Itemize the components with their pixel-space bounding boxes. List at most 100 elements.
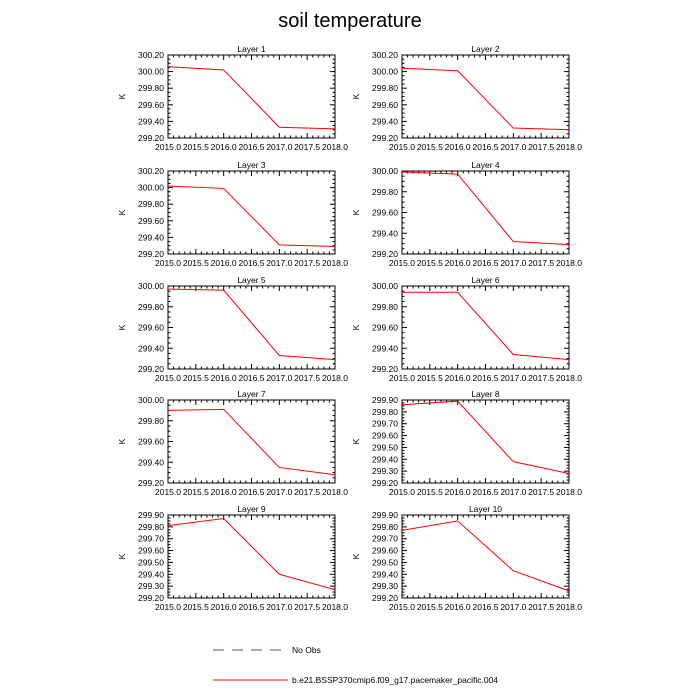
y-tick-label: 299.40 [372, 569, 398, 579]
y-tick-label: 299.60 [372, 208, 398, 218]
y-tick-label: 299.70 [372, 419, 398, 429]
x-tick-label: 2016.0 [445, 258, 471, 268]
x-tick-label: 2017.5 [294, 373, 320, 383]
x-tick-label: 2017.0 [266, 373, 292, 383]
x-tick-label: 2016.5 [473, 373, 499, 383]
x-tick-label: 2017.5 [528, 602, 554, 612]
y-tick-label: 299.60 [372, 546, 398, 556]
y-tick-label: 300.20 [372, 50, 398, 60]
y-tick-label: 299.40 [138, 457, 164, 467]
x-tick-label: 2016.0 [445, 487, 471, 497]
plot-frame [167, 285, 336, 370]
series-line [401, 67, 570, 131]
x-tick-label: 2015.0 [155, 373, 181, 383]
plot-frame [401, 399, 570, 484]
y-tick-label: 299.80 [138, 416, 164, 426]
y-tick-label: 299.60 [372, 323, 398, 333]
series-line [167, 66, 336, 130]
x-tick-label: 2018.0 [322, 373, 348, 383]
plot-frame [167, 399, 336, 484]
y-tick-label: 300.00 [138, 183, 164, 193]
x-tick-label: 2016.5 [239, 487, 265, 497]
x-tick-label: 2018.0 [556, 373, 582, 383]
x-tick-label: 2017.5 [294, 487, 320, 497]
y-tick-label: 300.00 [138, 395, 164, 405]
series-line [167, 288, 336, 361]
x-tick-label: 2015.0 [155, 487, 181, 497]
x-tick-label: 2016.5 [239, 142, 265, 152]
y-tick-label: 300.00 [372, 281, 398, 291]
x-tick-label: 2016.0 [445, 602, 471, 612]
y-tick-label: 300.00 [138, 67, 164, 77]
y-tick-label: 299.80 [372, 83, 398, 93]
y-axis-label: K [117, 324, 127, 330]
y-tick-label: 299.60 [372, 100, 398, 110]
x-tick-label: 2016.5 [239, 373, 265, 383]
panel-title: Layer 7 [237, 389, 266, 399]
panel-title: Layer 2 [471, 44, 500, 54]
y-tick-label: 299.60 [138, 323, 164, 333]
x-tick-label: 2015.5 [417, 373, 443, 383]
y-tick-label: 299.80 [372, 407, 398, 417]
x-tick-label: 2015.5 [183, 487, 209, 497]
x-tick-label: 2015.0 [155, 602, 181, 612]
y-tick-label: 299.80 [138, 199, 164, 209]
y-tick-label: 299.20 [372, 364, 398, 374]
y-tick-label: 299.30 [372, 466, 398, 476]
x-tick-label: 2016.0 [211, 142, 237, 152]
x-tick-label: 2017.5 [294, 142, 320, 152]
y-tick-label: 299.50 [138, 557, 164, 567]
x-tick-label: 2017.5 [528, 373, 554, 383]
x-tick-label: 2015.5 [183, 602, 209, 612]
x-tick-label: 2017.0 [500, 487, 526, 497]
x-tick-label: 2017.5 [528, 258, 554, 268]
y-tick-label: 299.20 [138, 133, 164, 143]
x-tick-label: 2016.0 [211, 373, 237, 383]
x-tick-label: 2017.0 [266, 487, 292, 497]
x-tick-label: 2016.5 [473, 602, 499, 612]
y-tick-label: 299.30 [372, 581, 398, 591]
x-tick-label: 2018.0 [322, 602, 348, 612]
x-tick-label: 2016.0 [211, 487, 237, 497]
y-tick-label: 300.00 [372, 166, 398, 176]
y-axis-label: K [117, 209, 127, 215]
x-tick-label: 2015.0 [389, 487, 415, 497]
y-tick-label: 299.20 [138, 478, 164, 488]
y-tick-label: 299.80 [138, 83, 164, 93]
y-tick-label: 299.40 [138, 232, 164, 242]
y-tick-label: 299.20 [138, 593, 164, 603]
y-axis-label: K [351, 324, 361, 330]
series-line [402, 291, 570, 361]
x-tick-label: 2015.0 [155, 142, 181, 152]
y-tick-label: 299.20 [372, 133, 398, 143]
x-tick-label: 2015.5 [417, 258, 443, 268]
y-axis-label: K [117, 553, 127, 559]
y-tick-label: 300.00 [138, 281, 164, 291]
panel-title: Layer 3 [237, 160, 266, 170]
x-tick-label: 2016.0 [445, 373, 471, 383]
x-tick-label: 2016.0 [211, 258, 237, 268]
y-tick-label: 299.20 [138, 364, 164, 374]
series-line [401, 520, 570, 592]
y-tick-label: 300.00 [372, 67, 398, 77]
panel-title: Layer 1 [237, 44, 266, 54]
y-tick-label: 299.40 [372, 454, 398, 464]
y-axis-label: K [117, 438, 127, 444]
y-tick-label: 299.40 [372, 343, 398, 353]
x-tick-label: 2015.5 [183, 373, 209, 383]
series-line [167, 185, 336, 248]
x-tick-label: 2018.0 [556, 602, 582, 612]
y-tick-label: 299.20 [372, 478, 398, 488]
y-axis-label: K [351, 209, 361, 215]
y-tick-label: 299.60 [138, 216, 164, 226]
panel-title: Layer 5 [237, 275, 266, 285]
y-tick-label: 300.20 [138, 166, 164, 176]
y-tick-label: 299.50 [372, 442, 398, 452]
x-tick-label: 2016.5 [473, 142, 499, 152]
legend: No Obs b.e21.BSSP370cmip6.f09_g17.pacemak… [213, 645, 498, 685]
